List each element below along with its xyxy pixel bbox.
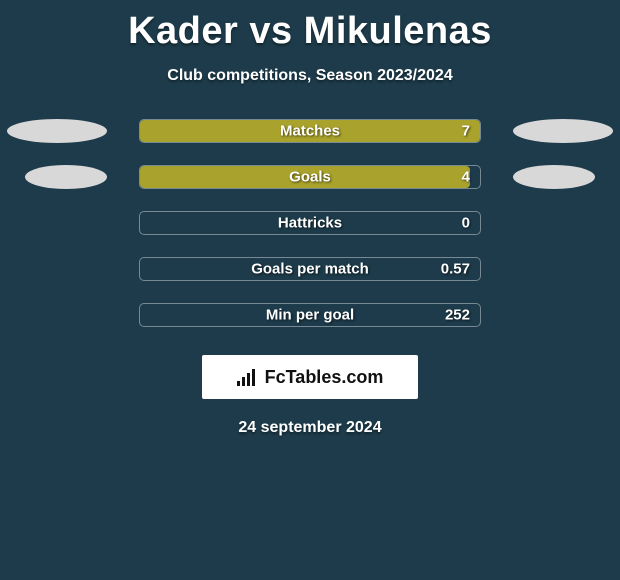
stat-value: 0.57 [441, 261, 470, 278]
stat-value: 7 [462, 123, 470, 140]
stat-row: Hattricks 0 [0, 211, 620, 235]
left-ellipse [7, 257, 107, 281]
content-container: Kader vs Mikulenas Club competitions, Se… [0, 0, 620, 580]
date-text: 24 september 2024 [238, 419, 381, 437]
left-ellipse [7, 119, 107, 143]
right-ellipse [513, 211, 613, 235]
stat-row: Goals per match 0.57 [0, 257, 620, 281]
stat-rows: Matches 7 Goals 4 Hattricks 0 [0, 119, 620, 327]
stat-label: Min per goal [266, 307, 354, 324]
stat-label: Goals per match [251, 261, 369, 278]
stat-value: 4 [462, 169, 470, 186]
stat-bar: Goals 4 [139, 165, 481, 189]
chart-icon [237, 368, 259, 386]
right-ellipse [513, 257, 613, 281]
stat-row: Matches 7 [0, 119, 620, 143]
logo-text: FcTables.com [265, 367, 384, 388]
right-ellipse [513, 165, 595, 189]
left-ellipse [7, 211, 107, 235]
left-ellipse [25, 165, 107, 189]
right-ellipse [513, 119, 613, 143]
stat-bar: Goals per match 0.57 [139, 257, 481, 281]
logo-box: FcTables.com [202, 355, 418, 399]
stat-label: Hattricks [278, 215, 342, 232]
right-ellipse [513, 303, 613, 327]
left-ellipse [7, 303, 107, 327]
stat-value: 0 [462, 215, 470, 232]
stat-row: Goals 4 [0, 165, 620, 189]
stat-label: Matches [280, 123, 340, 140]
subtitle: Club competitions, Season 2023/2024 [167, 67, 452, 85]
stat-label: Goals [289, 169, 331, 186]
stat-bar: Hattricks 0 [139, 211, 481, 235]
stat-row: Min per goal 252 [0, 303, 620, 327]
stat-value: 252 [445, 307, 470, 324]
stat-bar: Matches 7 [139, 119, 481, 143]
page-title: Kader vs Mikulenas [128, 10, 492, 53]
stat-bar: Min per goal 252 [139, 303, 481, 327]
